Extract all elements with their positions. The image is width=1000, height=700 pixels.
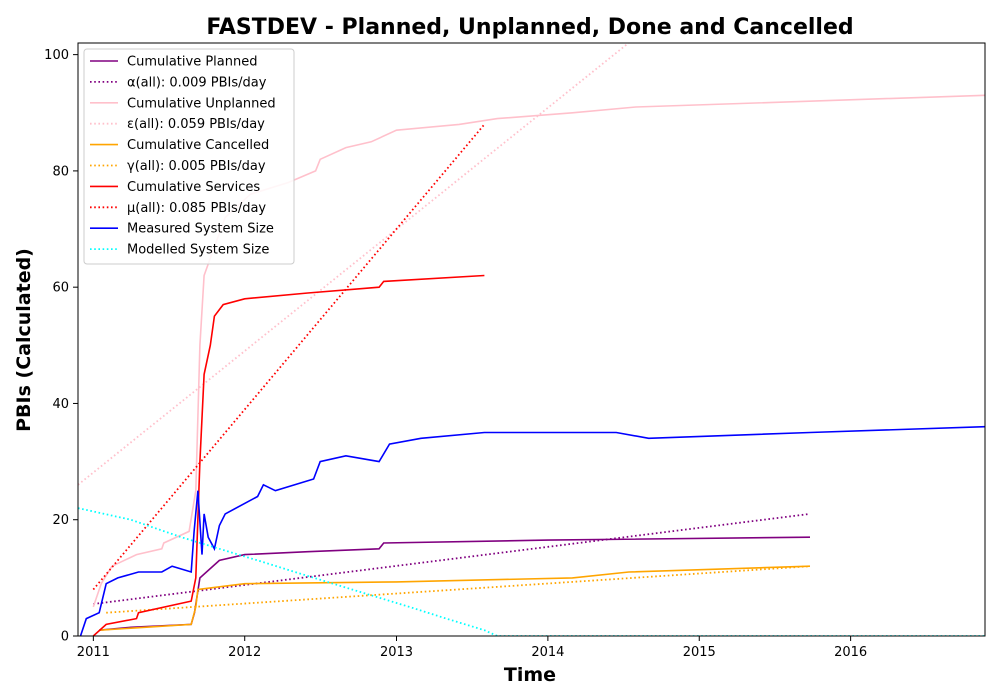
y-axis-label: PBIs (Calculated) [13, 248, 35, 432]
plot-area [78, 43, 985, 636]
legend-label: μ(all): 0.085 PBIs/day [127, 201, 266, 216]
legend-label: Modelled System Size [127, 243, 269, 258]
y-tick-label: 80 [52, 164, 69, 179]
legend-label: Cumulative Services [127, 180, 260, 195]
legend-label: Measured System Size [127, 222, 274, 237]
x-tick-label: 2013 [380, 645, 413, 660]
chart-title: FASTDEV - Planned, Unplanned, Done and C… [206, 15, 853, 40]
legend-label: γ(all): 0.005 PBIs/day [127, 159, 266, 174]
x-tick-label: 2011 [77, 645, 110, 660]
x-axis-label: Time [504, 664, 556, 686]
x-tick-label: 2014 [531, 645, 564, 660]
x-tick-label: 2012 [228, 645, 261, 660]
legend-label: ε(all): 0.059 PBIs/day [127, 117, 265, 132]
series-line-4 [99, 565, 811, 631]
series-line-3 [78, 43, 631, 486]
legend-label: Cumulative Unplanned [127, 96, 276, 111]
legend-box [83, 48, 295, 265]
plot-frame [77, 42, 986, 637]
x-tick-label: 2016 [834, 645, 867, 660]
y-tick-label: 0 [61, 630, 69, 645]
legend: Cumulative Planned α(all): 0.009 PBIs/day… [83, 48, 295, 265]
series-line-7 [92, 123, 486, 591]
series-line-1 [93, 513, 811, 605]
legend-label: Cumulative Planned [127, 55, 257, 70]
x-axis: 2011 2012 2013 2014 2015 2016 [77, 636, 867, 660]
series-line-8 [79, 425, 985, 636]
y-axis: 0 20 40 60 80 100 [44, 48, 78, 645]
series-line-9 [78, 507, 985, 636]
legend-label: Cumulative Cancelled [127, 138, 269, 153]
x-tick-label: 2015 [683, 645, 716, 660]
y-tick-label: 60 [52, 281, 69, 296]
y-tick-label: 20 [52, 513, 69, 528]
legend-label: α(all): 0.009 PBIs/day [127, 75, 267, 90]
y-tick-label: 100 [44, 48, 69, 63]
series-line-6 [92, 274, 485, 636]
y-tick-label: 40 [52, 397, 69, 412]
